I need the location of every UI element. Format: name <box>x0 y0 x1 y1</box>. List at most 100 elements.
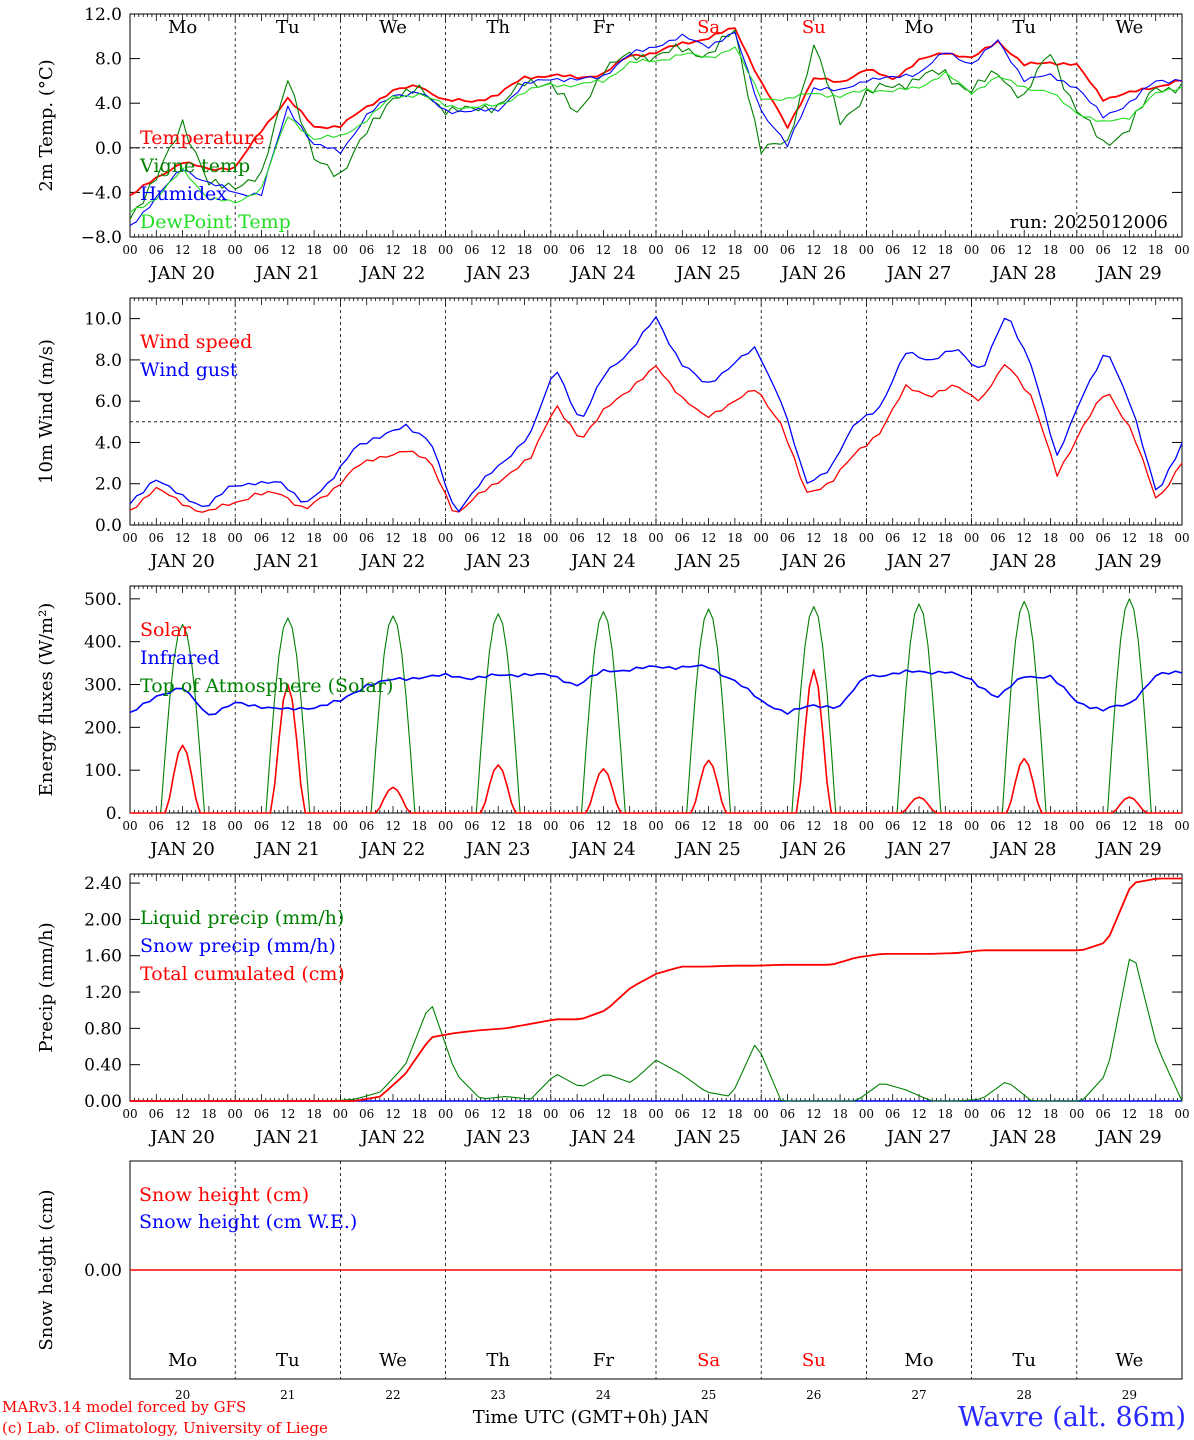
legend-entry: Snow precip (mm/h) <box>140 935 336 957</box>
hour-tick-label: 06 <box>464 1107 479 1121</box>
weekday-label: We <box>1116 1350 1144 1371</box>
hour-tick-label: 18 <box>1043 819 1058 833</box>
hour-tick-label: 06 <box>254 531 269 545</box>
date-label: JAN 21 <box>254 551 321 572</box>
hour-tick-label: 00 <box>333 819 348 833</box>
y-tick-label: 6.0 <box>95 392 122 412</box>
series-temperature <box>129 27 1183 197</box>
hour-tick-label: 18 <box>306 1107 321 1121</box>
hour-tick-label: 12 <box>491 1107 506 1121</box>
hour-tick-label: 18 <box>832 243 847 257</box>
series-wind-gust <box>129 316 1183 513</box>
hour-tick-label: 00 <box>438 819 453 833</box>
hour-tick-label: 06 <box>780 1107 795 1121</box>
date-label: JAN 22 <box>359 1127 426 1148</box>
weekday-label: Mo <box>168 1350 197 1371</box>
weekday-label: We <box>1116 17 1144 38</box>
hour-tick-label: 00 <box>754 1107 769 1121</box>
hour-tick-label: 12 <box>175 531 190 545</box>
hour-tick-label: 12 <box>596 819 611 833</box>
hour-tick-label: 00 <box>1174 243 1189 257</box>
hour-tick-label: 06 <box>990 819 1005 833</box>
legend-entry: Snow height (cm W.E.) <box>139 1211 357 1233</box>
hour-tick-label: 12 <box>701 819 716 833</box>
hour-tick-label: 18 <box>517 531 532 545</box>
y-tick-label: −4.0 <box>81 183 122 203</box>
hour-tick-label: 00 <box>333 1107 348 1121</box>
precip-ylabel: Precip (mm/h) <box>36 922 57 1052</box>
hour-tick-label: 18 <box>1148 243 1163 257</box>
hour-tick-label: 18 <box>832 819 847 833</box>
y-tick-label: 2.0 <box>95 475 122 495</box>
hour-tick-label: 06 <box>675 531 690 545</box>
hour-tick-label: 06 <box>885 1107 900 1121</box>
y-tick-label: 400. <box>84 633 122 653</box>
y-tick-label: 8.0 <box>95 50 122 70</box>
weekday-label: Sa <box>697 1350 720 1371</box>
credit-model: MARv3.14 model forced by GFS <box>2 1398 247 1416</box>
hour-tick-label: 18 <box>622 1107 637 1121</box>
hour-tick-label: 06 <box>675 819 690 833</box>
y-tick-label: 0. <box>106 804 122 824</box>
hour-tick-label: 18 <box>622 819 637 833</box>
hour-tick-label: 00 <box>1069 819 1084 833</box>
hour-tick-label: 18 <box>727 819 742 833</box>
hour-tick-label: 18 <box>306 243 321 257</box>
date-label: JAN 28 <box>990 839 1057 860</box>
hour-tick-label: 00 <box>648 819 663 833</box>
hour-tick-label: 00 <box>754 819 769 833</box>
hour-tick-label: 12 <box>280 1107 295 1121</box>
weekday-label: Sa <box>697 17 720 38</box>
hour-tick-label: 00 <box>228 819 243 833</box>
day-number-label: 28 <box>1017 1388 1032 1402</box>
hour-tick-label: 00 <box>333 531 348 545</box>
hour-tick-label: 06 <box>1095 531 1110 545</box>
hour-tick-label: 00 <box>1174 531 1189 545</box>
date-label: JAN 21 <box>254 839 321 860</box>
hour-tick-label: 06 <box>780 531 795 545</box>
y-tick-label: 0.0 <box>95 516 122 536</box>
y-tick-label: 4.0 <box>95 94 122 114</box>
date-label: JAN 22 <box>359 263 426 284</box>
date-label: JAN 24 <box>569 263 636 284</box>
date-label: JAN 24 <box>569 839 636 860</box>
hour-tick-label: 12 <box>596 243 611 257</box>
hour-tick-label: 00 <box>859 243 874 257</box>
date-label: JAN 27 <box>885 839 952 860</box>
hour-tick-label: 12 <box>596 531 611 545</box>
hour-tick-label: 00 <box>964 1107 979 1121</box>
hour-tick-label: 00 <box>543 243 558 257</box>
legend-entry: Wind speed <box>140 331 252 353</box>
y-tick-label: 1.60 <box>84 947 122 967</box>
y-tick-label: 200. <box>84 718 122 738</box>
hour-tick-label: 06 <box>569 243 584 257</box>
y-tick-label: 0.0 <box>95 139 122 159</box>
hour-tick-label: 12 <box>701 243 716 257</box>
hour-tick-label: 06 <box>359 819 374 833</box>
hour-tick-label: 18 <box>938 1107 953 1121</box>
hour-tick-label: 00 <box>964 243 979 257</box>
hour-tick-label: 06 <box>254 243 269 257</box>
series-wind-speed <box>129 364 1183 513</box>
hour-tick-label: 06 <box>149 243 164 257</box>
legend-entry: Vigne temp <box>139 155 250 177</box>
hour-tick-label: 18 <box>517 1107 532 1121</box>
y-tick-label: −8.0 <box>81 228 122 248</box>
day-number-label: 29 <box>1122 1388 1137 1402</box>
hour-tick-label: 00 <box>543 819 558 833</box>
date-label: JAN 28 <box>990 1127 1057 1148</box>
hour-tick-label: 00 <box>964 819 979 833</box>
hour-tick-label: 18 <box>306 819 321 833</box>
hour-tick-label: 06 <box>990 1107 1005 1121</box>
date-label: JAN 29 <box>1095 1127 1162 1148</box>
y-tick-label: 1.20 <box>84 983 122 1003</box>
hour-tick-label: 06 <box>1095 243 1110 257</box>
hour-tick-label: 18 <box>622 243 637 257</box>
run-annotation: run: 2025012006 <box>1010 212 1168 233</box>
weekday-label: Fr <box>593 17 614 38</box>
hour-tick-label: 12 <box>806 1107 821 1121</box>
date-label: JAN 22 <box>359 551 426 572</box>
hour-tick-label: 18 <box>727 531 742 545</box>
hour-tick-label: 18 <box>832 1107 847 1121</box>
